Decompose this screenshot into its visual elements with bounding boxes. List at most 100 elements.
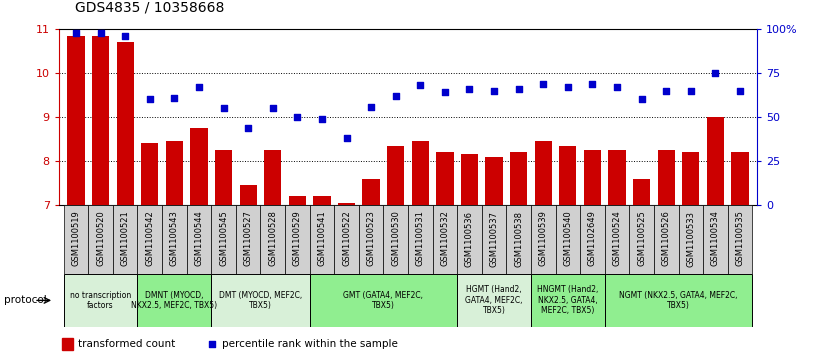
Point xyxy=(734,88,747,94)
Text: GSM1100535: GSM1100535 xyxy=(735,211,744,266)
Bar xyxy=(609,150,626,205)
Text: NGMT (NKX2.5, GATA4, MEF2C,
TBX5): NGMT (NKX2.5, GATA4, MEF2C, TBX5) xyxy=(619,291,738,310)
Bar xyxy=(457,205,481,274)
Bar xyxy=(309,205,335,274)
Text: GSM1100532: GSM1100532 xyxy=(441,211,450,266)
Point xyxy=(118,33,131,39)
Point xyxy=(340,135,353,141)
Bar xyxy=(510,152,527,205)
Bar xyxy=(531,205,556,274)
Point xyxy=(144,97,157,102)
Point xyxy=(266,105,279,111)
Text: GSM1100520: GSM1100520 xyxy=(96,211,105,266)
Point xyxy=(659,88,672,94)
Text: GSM1100539: GSM1100539 xyxy=(539,211,548,266)
Bar xyxy=(707,117,724,205)
Bar xyxy=(240,185,257,205)
Bar xyxy=(338,203,355,205)
Bar xyxy=(137,205,162,274)
Text: no transcription
factors: no transcription factors xyxy=(70,291,131,310)
Text: GSM1100533: GSM1100533 xyxy=(686,211,695,266)
Bar xyxy=(432,205,457,274)
Bar xyxy=(260,205,285,274)
Point xyxy=(290,114,304,120)
Bar xyxy=(137,274,211,327)
Text: GSM1100529: GSM1100529 xyxy=(293,211,302,266)
Text: GSM1100540: GSM1100540 xyxy=(563,211,572,266)
Bar xyxy=(309,274,457,327)
Bar xyxy=(486,157,503,205)
Text: GSM1100530: GSM1100530 xyxy=(391,211,400,266)
Text: HNGMT (Hand2,
NKX2.5, GATA4,
MEF2C, TBX5): HNGMT (Hand2, NKX2.5, GATA4, MEF2C, TBX5… xyxy=(537,285,599,315)
Text: GSM1100542: GSM1100542 xyxy=(145,211,154,266)
Point xyxy=(487,88,500,94)
Text: GSM1100522: GSM1100522 xyxy=(342,211,351,266)
Point xyxy=(168,95,181,101)
Bar xyxy=(289,196,306,205)
Text: GSM1100537: GSM1100537 xyxy=(490,211,499,266)
Point xyxy=(206,341,219,347)
Bar xyxy=(507,205,531,274)
Point xyxy=(463,86,476,92)
Text: transformed count: transformed count xyxy=(78,339,175,349)
Text: GSM1100526: GSM1100526 xyxy=(662,211,671,266)
Bar xyxy=(457,274,531,327)
Bar xyxy=(362,179,379,205)
Text: GSM1100527: GSM1100527 xyxy=(244,211,253,266)
Bar xyxy=(162,205,187,274)
Bar xyxy=(64,274,137,327)
Bar xyxy=(236,205,260,274)
Text: GSM1100525: GSM1100525 xyxy=(637,211,646,266)
Bar xyxy=(654,205,679,274)
Text: DMT (MYOCD, MEF2C,
TBX5): DMT (MYOCD, MEF2C, TBX5) xyxy=(219,291,302,310)
Bar xyxy=(682,152,699,205)
Bar xyxy=(68,36,85,205)
Bar xyxy=(584,150,601,205)
Point xyxy=(242,125,255,131)
Bar xyxy=(285,205,309,274)
Text: protocol: protocol xyxy=(4,295,47,305)
Point xyxy=(94,30,107,36)
Point xyxy=(537,81,550,86)
Bar xyxy=(728,205,752,274)
Bar xyxy=(166,141,183,205)
Text: GSM1100543: GSM1100543 xyxy=(170,211,179,266)
Bar xyxy=(313,196,330,205)
Text: GDS4835 / 10358668: GDS4835 / 10358668 xyxy=(75,0,224,15)
Text: GSM1100545: GSM1100545 xyxy=(219,211,228,266)
Bar xyxy=(211,205,236,274)
Bar xyxy=(64,205,88,274)
Bar xyxy=(117,42,134,205)
Point xyxy=(586,81,599,86)
Bar xyxy=(633,179,650,205)
Bar xyxy=(605,205,629,274)
Bar xyxy=(658,150,675,205)
Point xyxy=(610,84,623,90)
Bar xyxy=(534,141,552,205)
Bar xyxy=(731,152,748,205)
Point xyxy=(512,86,526,92)
Text: GSM1100541: GSM1100541 xyxy=(317,211,326,266)
Bar xyxy=(113,205,137,274)
Bar xyxy=(384,205,408,274)
Point xyxy=(69,30,82,36)
Bar xyxy=(605,274,752,327)
Text: GSM1100528: GSM1100528 xyxy=(268,211,277,266)
Bar xyxy=(703,205,728,274)
Point xyxy=(438,90,451,95)
Point xyxy=(709,70,722,76)
Text: GSM1100531: GSM1100531 xyxy=(416,211,425,266)
Bar xyxy=(412,141,429,205)
Point xyxy=(193,84,206,90)
Bar xyxy=(387,146,404,205)
Bar xyxy=(88,205,113,274)
Point xyxy=(217,105,230,111)
Text: DMNT (MYOCD,
NKX2.5, MEF2C, TBX5): DMNT (MYOCD, NKX2.5, MEF2C, TBX5) xyxy=(131,291,217,310)
Point xyxy=(365,103,378,109)
Bar xyxy=(437,152,454,205)
Bar xyxy=(92,36,109,205)
Text: GSM1100521: GSM1100521 xyxy=(121,211,130,266)
Bar xyxy=(408,205,432,274)
Bar xyxy=(461,155,478,205)
Bar xyxy=(679,205,703,274)
